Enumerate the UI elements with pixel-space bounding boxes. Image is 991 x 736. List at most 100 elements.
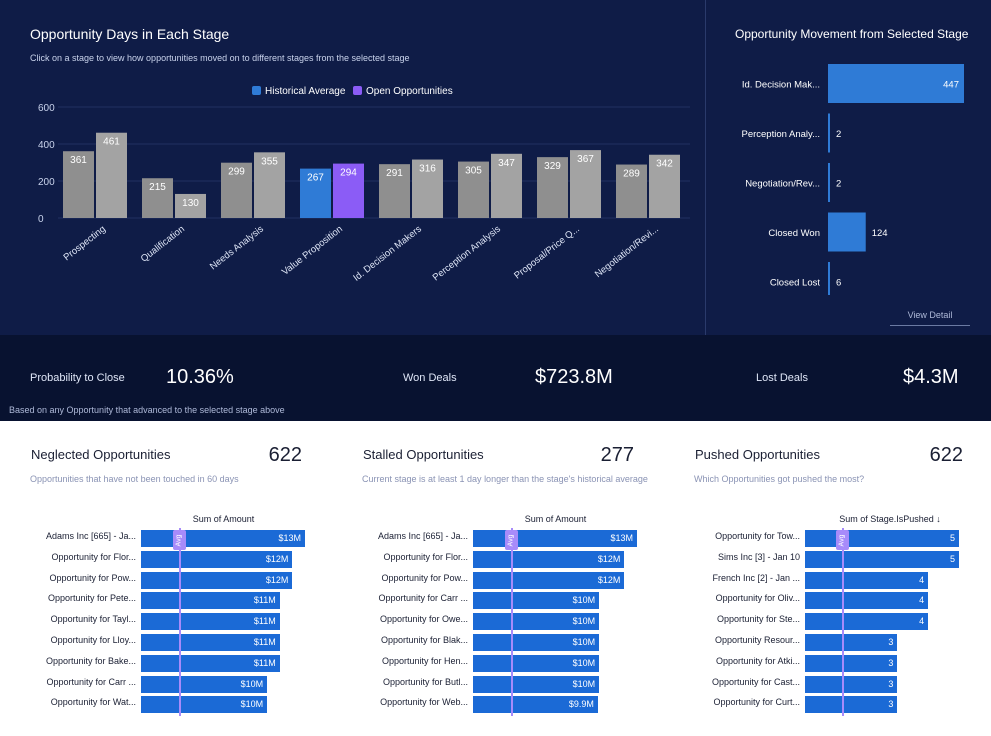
- table-row[interactable]: Opportunity for Tow... 5: [664, 528, 991, 549]
- stage-group-2[interactable]: 299 355 Needs Analysis: [208, 152, 285, 272]
- row-bar[interactable]: $12M: [141, 550, 293, 568]
- row-bar[interactable]: $11M: [141, 592, 280, 610]
- bar-historical[interactable]: [300, 168, 331, 218]
- neglected-title: Neglected Opportunities: [31, 447, 171, 462]
- table-row[interactable]: Opportunity for Curt... 3: [664, 694, 991, 715]
- row-bar[interactable]: $11M: [141, 633, 280, 651]
- table-row[interactable]: Opportunity for Carr ... $10M: [0, 674, 330, 695]
- table-row[interactable]: Adams Inc [665] - Ja... $13M: [332, 528, 662, 549]
- stage-group-4[interactable]: 291 316 Id. Decision Makers: [351, 159, 443, 284]
- row-value: 3: [888, 657, 894, 668]
- bar-open[interactable]: [649, 154, 680, 218]
- row-bar[interactable]: 4: [805, 613, 929, 631]
- table-row[interactable]: Opportunity for Web... $9.9M: [332, 694, 662, 715]
- row-bar[interactable]: $13M: [473, 530, 637, 547]
- row-bar[interactable]: $13M: [141, 530, 305, 547]
- stage-group-6[interactable]: 329 367 Proposal/Price Q...: [512, 150, 601, 281]
- movement-bar[interactable]: [828, 64, 964, 103]
- row-bar[interactable]: 5: [805, 530, 959, 547]
- stage-group-0[interactable]: 361 461 Prospecting: [62, 132, 127, 264]
- row-bar[interactable]: $9.9M: [473, 696, 598, 714]
- bar-data-label: 361: [70, 155, 87, 166]
- table-row[interactable]: Opportunity for Pow... $12M: [0, 570, 330, 591]
- row-bar[interactable]: $10M: [473, 592, 600, 610]
- row-bar[interactable]: 3: [805, 633, 898, 651]
- movement-row-2[interactable]: Negotiation/Rev... 2: [745, 163, 841, 202]
- row-value: 4: [919, 616, 925, 627]
- bar-open[interactable]: [412, 159, 443, 218]
- bar-historical[interactable]: [221, 162, 252, 218]
- movement-row-1[interactable]: Perception Analy... 2: [741, 113, 841, 153]
- stage-group-1[interactable]: 215 130 Qualification: [139, 178, 206, 265]
- row-bar[interactable]: $12M: [473, 550, 625, 568]
- movement-bar[interactable]: [828, 113, 830, 153]
- movement-row-0[interactable]: Id. Decision Mak... 447: [742, 64, 964, 103]
- table-row[interactable]: French Inc [2] - Jan ... 4: [664, 570, 991, 591]
- row-value: $10M: [572, 678, 596, 689]
- table-row[interactable]: Opportunity for Carr ... $10M: [332, 590, 662, 611]
- bar-historical[interactable]: [142, 178, 173, 218]
- table-row[interactable]: Sims Inc [3] - Jan 10 5: [664, 549, 991, 570]
- row-value: $10M: [572, 595, 596, 606]
- row-bar[interactable]: $10M: [141, 696, 268, 714]
- table-row[interactable]: Opportunity for Bake... $11M: [0, 653, 330, 674]
- row-bar[interactable]: $10M: [473, 633, 600, 651]
- table-row[interactable]: Opportunity for Flor... $12M: [0, 549, 330, 570]
- bar-historical[interactable]: [537, 157, 568, 218]
- bar-historical[interactable]: [63, 151, 94, 218]
- table-row[interactable]: Opportunity for Wat... $10M: [0, 694, 330, 715]
- table-row[interactable]: Opportunity for Lloy... $11M: [0, 632, 330, 653]
- row-bar[interactable]: 4: [805, 592, 929, 610]
- movement-row-3[interactable]: Closed Won 124: [768, 212, 888, 252]
- movement-bar[interactable]: [828, 212, 866, 252]
- bar-historical[interactable]: [379, 164, 410, 218]
- table-row[interactable]: Opportunity for Pow... $12M: [332, 570, 662, 591]
- row-bar[interactable]: $11M: [141, 613, 280, 631]
- stage-group-7[interactable]: 289 342 Negotiation/Revi...: [593, 154, 680, 280]
- table-row[interactable]: Opportunity for Hen... $10M: [332, 653, 662, 674]
- table-row[interactable]: Opportunity for Cast... 3: [664, 674, 991, 695]
- bar-open[interactable]: [491, 153, 522, 218]
- bar-historical[interactable]: [458, 161, 489, 218]
- view-detail-link[interactable]: View Detail: [890, 310, 970, 326]
- bar-historical[interactable]: [616, 164, 647, 218]
- y-tick-label: 200: [38, 177, 55, 188]
- table-row[interactable]: Opportunity for Flor... $12M: [332, 549, 662, 570]
- row-bar[interactable]: 3: [805, 675, 898, 693]
- stage-group-5[interactable]: 305 347 Perception Analysis: [431, 153, 522, 284]
- row-bar[interactable]: $10M: [473, 613, 600, 631]
- stage-days-chart[interactable]: Historical Average Open Opportunities 0 200…: [0, 80, 706, 330]
- bar-open[interactable]: [570, 150, 601, 218]
- row-bar[interactable]: $10M: [141, 675, 268, 693]
- table-row[interactable]: Opportunity for Owe... $10M: [332, 611, 662, 632]
- movement-chart[interactable]: Id. Decision Mak... 447 Perception Analy..…: [706, 55, 991, 295]
- row-bar[interactable]: 5: [805, 550, 959, 568]
- movement-label: Negotiation/Rev...: [745, 179, 820, 190]
- bar-open[interactable]: [333, 163, 364, 218]
- table-row[interactable]: Opportunity for Oliv... 4: [664, 590, 991, 611]
- movement-row-4[interactable]: Closed Lost 6: [770, 262, 841, 295]
- row-bar[interactable]: $10M: [473, 675, 600, 693]
- row-bar[interactable]: $12M: [473, 571, 625, 589]
- kpi-strip: Probability to Close 10.36% Won Deals $7…: [0, 335, 991, 421]
- table-row[interactable]: Opportunity for Butl... $10M: [332, 674, 662, 695]
- row-bar[interactable]: 4: [805, 571, 929, 589]
- table-row[interactable]: Adams Inc [665] - Ja... $13M: [0, 528, 330, 549]
- bar-open[interactable]: [254, 152, 285, 218]
- row-bar[interactable]: 3: [805, 654, 898, 672]
- pushed-panel: Pushed Opportunities 622 Which Opportuni…: [664, 421, 991, 736]
- table-row[interactable]: Opportunity Resour... 3: [664, 632, 991, 653]
- row-bar[interactable]: $10M: [473, 654, 600, 672]
- row-bar[interactable]: $11M: [141, 654, 280, 672]
- movement-bar[interactable]: [828, 262, 830, 295]
- table-row[interactable]: Opportunity for Pete... $11M: [0, 590, 330, 611]
- bar-open[interactable]: [175, 193, 206, 218]
- table-row[interactable]: Opportunity for Atki... 3: [664, 653, 991, 674]
- bar-open[interactable]: [96, 132, 127, 218]
- table-row[interactable]: Opportunity for Ste... 4: [664, 611, 991, 632]
- table-row[interactable]: Opportunity for Blak... $10M: [332, 632, 662, 653]
- movement-bar[interactable]: [828, 163, 830, 202]
- table-row[interactable]: Opportunity for Tayl... $11M: [0, 611, 330, 632]
- row-bar[interactable]: 3: [805, 696, 898, 714]
- row-bar[interactable]: $12M: [141, 571, 293, 589]
